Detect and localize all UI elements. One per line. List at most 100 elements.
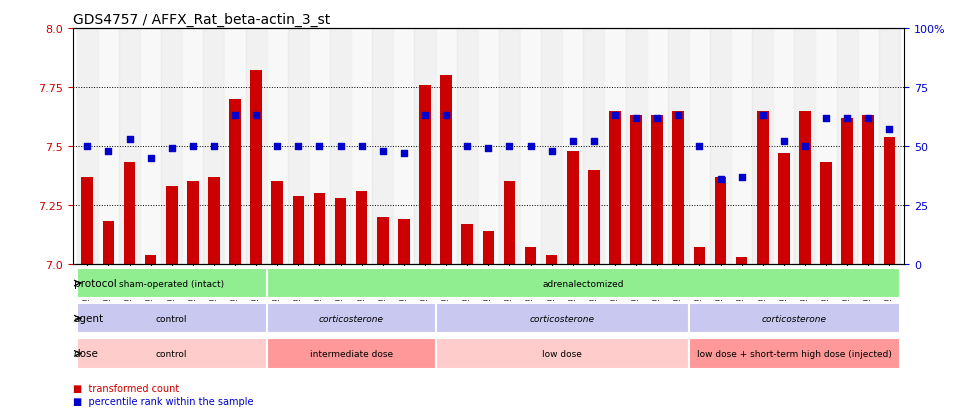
Bar xyxy=(267,268,900,299)
Bar xyxy=(415,29,435,264)
Bar xyxy=(435,338,689,369)
Point xyxy=(333,143,348,150)
Bar xyxy=(752,29,774,264)
Bar xyxy=(647,29,668,264)
Point xyxy=(396,150,412,157)
Bar xyxy=(267,303,435,334)
Bar xyxy=(736,257,747,264)
Bar xyxy=(119,29,140,264)
Point xyxy=(164,146,180,152)
Point xyxy=(79,143,95,150)
Bar xyxy=(841,119,853,264)
Point xyxy=(777,139,792,145)
Bar xyxy=(583,29,604,264)
Bar xyxy=(799,111,810,264)
Text: sham-operated (intact): sham-operated (intact) xyxy=(119,279,224,288)
Bar xyxy=(420,85,431,264)
Bar xyxy=(525,248,537,264)
Bar xyxy=(335,198,346,264)
Point xyxy=(882,127,897,133)
Point xyxy=(607,113,623,119)
Point xyxy=(861,115,876,122)
Point xyxy=(438,113,454,119)
Point xyxy=(270,143,285,150)
Bar xyxy=(351,29,372,264)
Point xyxy=(629,115,644,122)
Bar xyxy=(203,29,224,264)
Bar xyxy=(372,29,394,264)
Bar xyxy=(794,29,815,264)
Bar xyxy=(224,29,246,264)
Bar xyxy=(398,220,410,264)
Bar xyxy=(757,111,769,264)
Bar xyxy=(145,255,157,264)
Bar xyxy=(604,29,626,264)
Text: corticosterone: corticosterone xyxy=(530,314,595,323)
Text: protocol: protocol xyxy=(73,278,116,288)
Bar xyxy=(884,137,895,264)
Point xyxy=(586,139,601,145)
Bar xyxy=(520,29,542,264)
Bar xyxy=(483,231,494,264)
Text: corticosterone: corticosterone xyxy=(762,314,827,323)
Bar xyxy=(76,338,267,369)
Point xyxy=(291,143,307,150)
Point xyxy=(502,143,517,150)
Bar xyxy=(774,29,794,264)
Bar xyxy=(545,255,557,264)
Bar xyxy=(731,29,752,264)
Bar xyxy=(435,29,456,264)
Bar xyxy=(567,151,578,264)
Bar xyxy=(161,29,183,264)
Bar xyxy=(330,29,351,264)
Bar xyxy=(208,177,220,264)
Bar xyxy=(76,268,267,299)
Bar xyxy=(76,29,98,264)
Bar xyxy=(440,76,452,264)
Bar xyxy=(187,182,198,264)
Point xyxy=(839,115,855,122)
Bar xyxy=(858,29,879,264)
Bar xyxy=(267,338,435,369)
Point xyxy=(206,143,221,150)
Point xyxy=(375,148,391,154)
Point xyxy=(122,136,137,143)
Point xyxy=(797,143,812,150)
Bar xyxy=(652,116,663,264)
Bar xyxy=(626,29,647,264)
Bar xyxy=(183,29,203,264)
Bar xyxy=(815,29,836,264)
Point xyxy=(354,143,369,150)
Bar xyxy=(672,111,684,264)
Bar xyxy=(288,29,308,264)
Bar xyxy=(293,196,305,264)
Point xyxy=(418,113,433,119)
Text: agent: agent xyxy=(73,313,103,323)
Text: intermediate dose: intermediate dose xyxy=(309,349,393,358)
Bar xyxy=(229,100,241,264)
Bar xyxy=(836,29,858,264)
Point xyxy=(101,148,116,154)
Bar xyxy=(435,303,689,334)
Text: GDS4757 / AFFX_Rat_beta-actin_3_st: GDS4757 / AFFX_Rat_beta-actin_3_st xyxy=(73,12,330,26)
Point xyxy=(713,176,728,183)
Bar xyxy=(308,29,330,264)
Bar xyxy=(562,29,583,264)
Bar xyxy=(820,163,832,264)
Bar xyxy=(313,194,325,264)
Point xyxy=(227,113,243,119)
Bar xyxy=(715,177,726,264)
Point xyxy=(185,143,200,150)
Bar xyxy=(499,29,520,264)
Text: dose: dose xyxy=(73,349,99,358)
Point xyxy=(249,113,264,119)
Bar xyxy=(689,303,900,334)
Point xyxy=(818,115,834,122)
Bar xyxy=(609,111,621,264)
Bar xyxy=(246,29,267,264)
Point xyxy=(755,113,771,119)
Text: ■  transformed count: ■ transformed count xyxy=(73,383,179,393)
Text: adrenalectomized: adrenalectomized xyxy=(542,279,624,288)
Bar xyxy=(456,29,478,264)
Bar xyxy=(267,29,288,264)
